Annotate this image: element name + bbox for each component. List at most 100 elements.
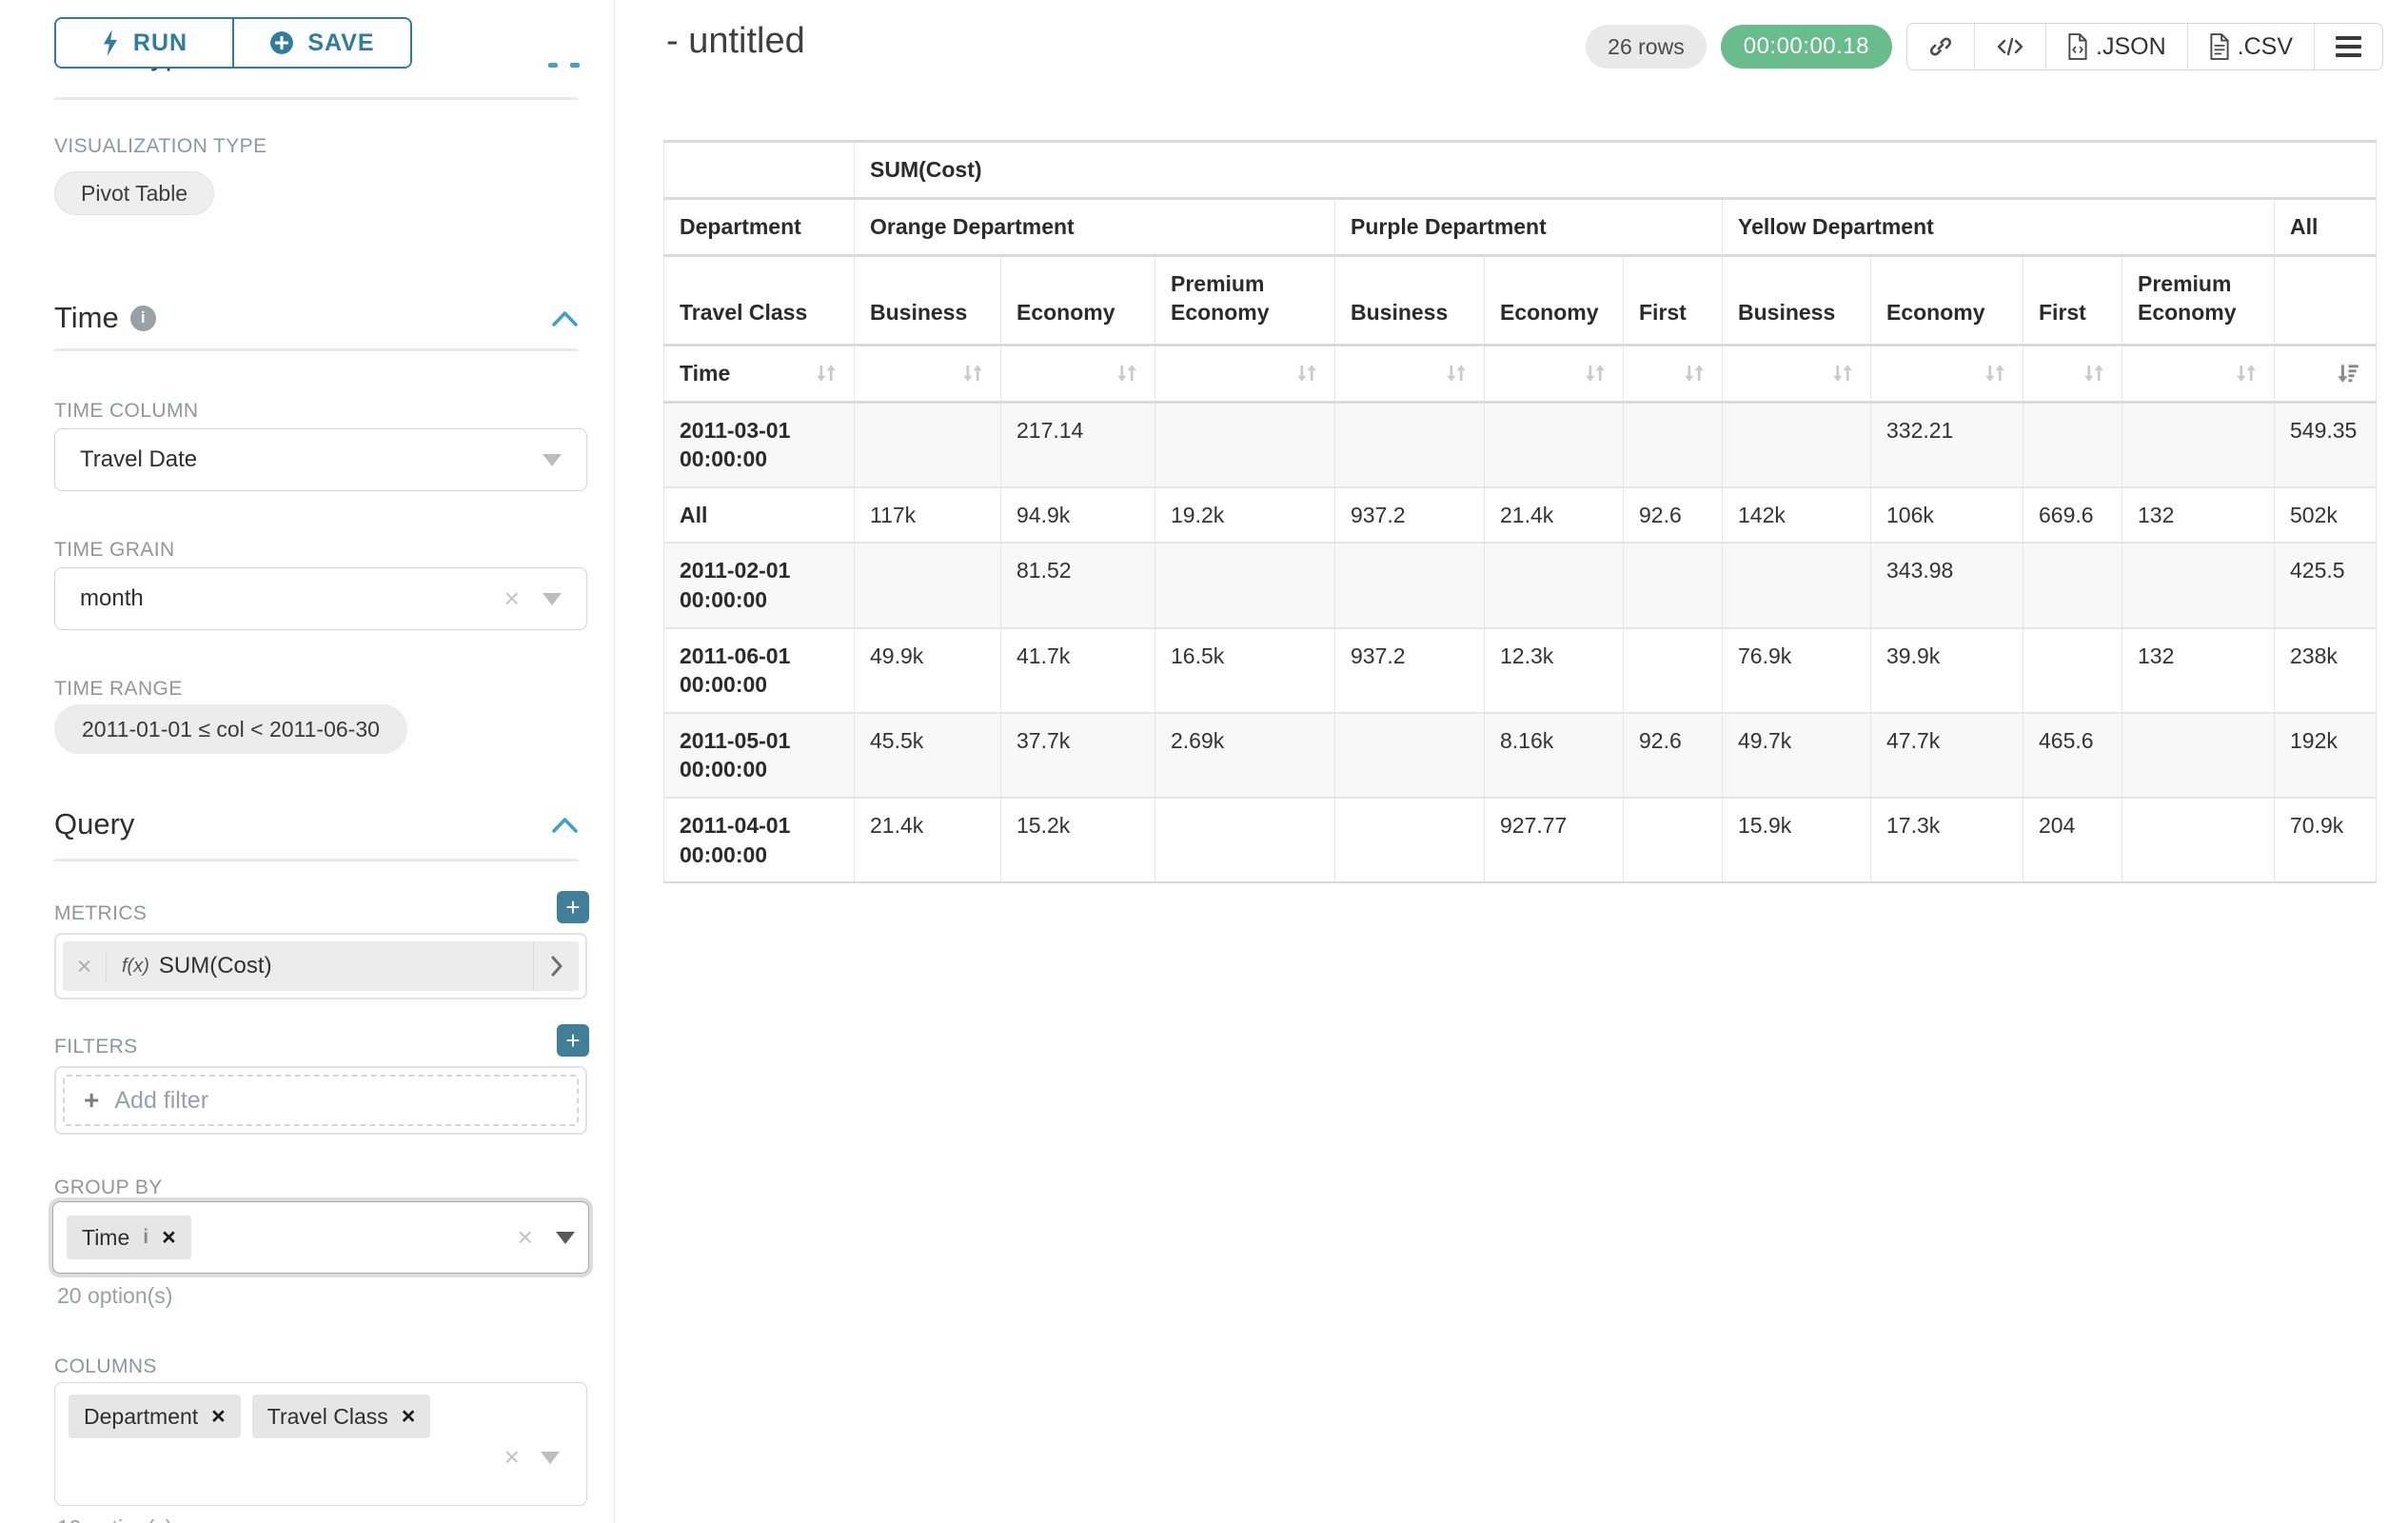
- run-button-label: RUN: [133, 30, 188, 57]
- time-sort-header[interactable]: Time: [664, 345, 855, 402]
- view-query-button[interactable]: [1975, 24, 2046, 69]
- value-cell: 425.5: [2275, 543, 2377, 627]
- value-cell: 106k: [1871, 487, 2023, 544]
- department-group-header: Yellow Department: [1723, 199, 2275, 256]
- time-cell: 2011-02-01 00:00:00: [664, 543, 855, 627]
- value-cell: [2122, 402, 2275, 487]
- remove-tag-icon[interactable]: ×: [162, 1224, 176, 1252]
- value-cell: 502k: [2275, 487, 2377, 544]
- value-cell: 669.6: [2023, 487, 2122, 544]
- travel-class-header: Business: [1335, 256, 1485, 346]
- collapse-chevron-icon[interactable]: [552, 817, 578, 833]
- time-column-select[interactable]: Travel Date: [54, 428, 587, 491]
- run-button[interactable]: RUN: [56, 19, 232, 67]
- page-title[interactable]: - untitled: [666, 21, 805, 62]
- time-section-heading: Time i: [54, 301, 578, 335]
- selected-tag[interactable]: Department×: [69, 1394, 241, 1438]
- column-sort-header[interactable]: [1485, 345, 1624, 402]
- column-sort-header[interactable]: [1335, 345, 1485, 402]
- value-cell: 39.9k: [1871, 628, 2023, 713]
- caret-down-icon[interactable]: [541, 1452, 560, 1464]
- sort-icon[interactable]: [1830, 361, 1855, 386]
- add-metric-button[interactable]: +: [557, 891, 589, 923]
- time-range-pill[interactable]: 2011-01-01 ≤ col < 2011-06-30: [54, 704, 407, 754]
- column-sort-header[interactable]: [2275, 345, 2377, 402]
- travel-class-header: Premium Economy: [1155, 256, 1335, 346]
- save-button-label: SAVE: [307, 30, 374, 57]
- sort-icon[interactable]: [1294, 361, 1319, 386]
- caret-down-icon: [543, 593, 562, 605]
- column-sort-header[interactable]: [1155, 345, 1335, 402]
- metric-pill[interactable]: × f(x) SUM(Cost): [63, 941, 579, 991]
- column-sort-header[interactable]: [2023, 345, 2122, 402]
- caret-down-icon: [543, 454, 562, 466]
- time-range-label: TIME RANGE: [54, 678, 183, 701]
- sort-desc-icon[interactable]: [2336, 361, 2360, 386]
- value-cell: 8.16k: [1485, 713, 1624, 798]
- value-cell: 465.6: [2023, 713, 2122, 798]
- column-sort-header[interactable]: [855, 345, 1001, 402]
- remove-tag-icon[interactable]: ×: [211, 1403, 226, 1431]
- sort-icon[interactable]: [960, 361, 985, 386]
- sort-icon[interactable]: [1983, 361, 2007, 386]
- value-cell: [1155, 798, 1335, 882]
- sort-icon[interactable]: [2234, 361, 2259, 386]
- sort-icon[interactable]: [2082, 361, 2106, 386]
- export-csv-button[interactable]: .CSV: [2188, 24, 2315, 69]
- group-by-select[interactable]: Timei× ×: [52, 1201, 589, 1274]
- remove-tag-icon[interactable]: ×: [402, 1403, 416, 1431]
- sort-icon[interactable]: [1444, 361, 1469, 386]
- add-filter-dropzone[interactable]: + Add filter: [63, 1075, 579, 1126]
- value-cell: [1485, 402, 1624, 487]
- value-cell: 332.21: [1871, 402, 2023, 487]
- value-cell: 343.98: [1871, 543, 2023, 627]
- link-icon: [1928, 34, 1953, 59]
- selected-tag[interactable]: Travel Class×: [252, 1394, 431, 1438]
- column-sort-header[interactable]: [2122, 345, 2275, 402]
- sort-icon[interactable]: [814, 361, 839, 386]
- column-sort-header[interactable]: [1871, 345, 2023, 402]
- column-sort-header[interactable]: [1001, 345, 1155, 402]
- clear-icon[interactable]: ×: [504, 1442, 520, 1473]
- remove-metric-icon[interactable]: ×: [63, 952, 107, 981]
- travel-class-header: Economy: [1871, 256, 2023, 346]
- sort-icon[interactable]: [1583, 361, 1608, 386]
- visualization-type-pill[interactable]: Pivot Table: [54, 171, 214, 215]
- value-cell: 76.9k: [1723, 628, 1871, 713]
- travel-class-header: Economy: [1001, 256, 1155, 346]
- value-cell: 45.5k: [855, 713, 1001, 798]
- value-cell: 92.6: [1624, 713, 1723, 798]
- expand-metric-icon[interactable]: [533, 941, 579, 991]
- export-json-button[interactable]: .JSON: [2046, 24, 2188, 69]
- table-row: 2011-05-01 00:00:0045.5k37.7k2.69k8.16k9…: [664, 713, 2377, 798]
- time-grain-select[interactable]: month ×: [54, 567, 587, 630]
- sort-icon[interactable]: [1682, 361, 1707, 386]
- value-cell: [1723, 543, 1871, 627]
- travel-class-row-label: Travel Class: [664, 256, 855, 346]
- columns-select[interactable]: Department×Travel Class× ×: [54, 1382, 587, 1506]
- value-cell: [2122, 798, 2275, 882]
- travel-class-header: First: [2023, 256, 2122, 346]
- value-cell: [855, 543, 1001, 627]
- time-cell: 2011-04-01 00:00:00: [664, 798, 855, 882]
- column-sort-header[interactable]: [1723, 345, 1871, 402]
- value-cell: 937.2: [1335, 487, 1485, 544]
- clear-icon[interactable]: ×: [518, 1222, 533, 1253]
- column-sort-header[interactable]: [1624, 345, 1723, 402]
- collapse-chevron-icon[interactable]: [552, 310, 578, 326]
- columns-tags: Department×Travel Class×: [69, 1394, 430, 1438]
- value-cell: [1335, 798, 1485, 882]
- time-grain-value: month: [80, 585, 144, 612]
- selected-tag[interactable]: Timei×: [67, 1216, 191, 1259]
- menu-button[interactable]: [2315, 24, 2382, 69]
- metric-header-cell: SUM(Cost): [855, 142, 2377, 199]
- add-filter-button[interactable]: +: [557, 1024, 589, 1057]
- share-link-button[interactable]: [1907, 24, 1975, 69]
- save-button[interactable]: SAVE: [234, 19, 410, 67]
- metrics-label: METRICS: [54, 902, 147, 925]
- clear-icon[interactable]: ×: [504, 583, 520, 614]
- caret-down-icon[interactable]: [556, 1232, 575, 1244]
- plus-circle-icon: [269, 30, 294, 55]
- sort-icon[interactable]: [1115, 361, 1139, 386]
- value-cell: [2122, 543, 2275, 627]
